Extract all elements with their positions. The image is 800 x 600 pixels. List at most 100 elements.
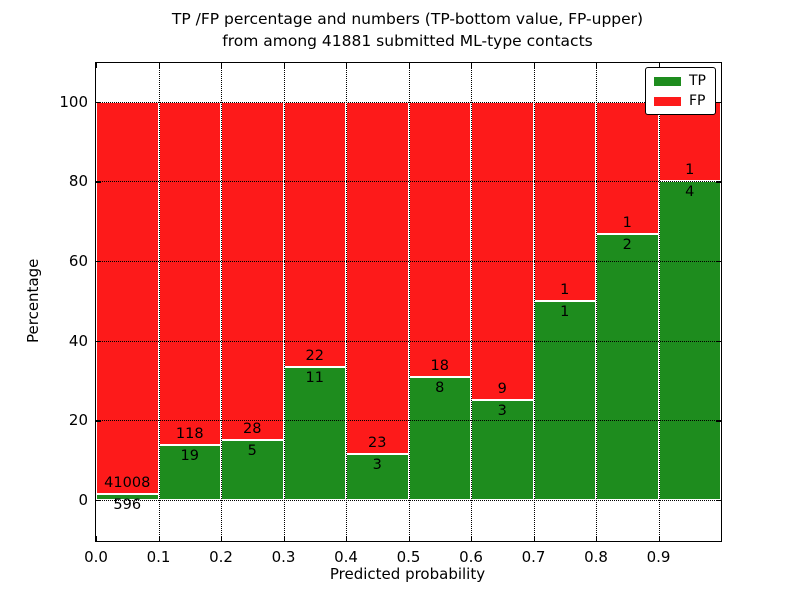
bar-fp-segment <box>408 101 471 378</box>
y-tick-mark <box>96 181 101 183</box>
chart-title-line2: from among 41881 submitted ML-type conta… <box>222 32 593 50</box>
tp-count-label: 8 <box>435 380 445 397</box>
x-tick-label: 0.2 <box>209 548 233 566</box>
y-tick-mark <box>96 260 101 263</box>
x-tick-mark <box>533 63 535 68</box>
x-tick-label: 0.9 <box>646 548 671 566</box>
bar-tp-segment <box>158 444 221 500</box>
y-tick-mark <box>96 420 101 422</box>
bar-tp-segment <box>96 494 159 500</box>
tp-count-label: 1 <box>560 303 570 320</box>
x-gridline <box>346 63 347 541</box>
y-tick-label: 40 <box>68 331 88 350</box>
x-tick-mark <box>533 536 535 541</box>
x-axis-label: Predicted probability <box>329 565 486 583</box>
y-tick-label: 0 <box>78 490 88 509</box>
x-tick-mark <box>346 536 348 541</box>
fp-count-label: 23 <box>368 435 387 452</box>
y-tick-mark <box>716 101 721 103</box>
legend-swatch-fp <box>654 96 681 106</box>
bar-fp-segment <box>596 101 659 235</box>
fp-count-label: 1 <box>560 281 570 298</box>
tp-count-label: 19 <box>180 447 199 464</box>
chart-title: TP /FP percentage and numbers (TP-bottom… <box>95 8 720 52</box>
x-tick-mark <box>283 63 285 68</box>
x-tick-mark <box>596 63 598 68</box>
bar-fp-segment <box>158 101 221 445</box>
x-tick-mark <box>471 536 473 541</box>
bar-tp-segment <box>596 234 659 500</box>
bar-fp-segment <box>96 101 159 495</box>
x-tick-label: 0.8 <box>584 548 608 566</box>
x-tick-label: 0.4 <box>334 548 358 566</box>
x-tick-mark <box>658 536 660 541</box>
x-tick-mark <box>408 536 410 541</box>
x-tick-mark <box>158 536 160 541</box>
x-gridline <box>408 63 410 541</box>
bar-tp-segment <box>408 377 471 500</box>
x-tick-mark <box>408 63 410 68</box>
x-gridline <box>283 63 285 541</box>
fp-count-label: 28 <box>243 420 262 437</box>
x-tick-mark <box>346 63 348 68</box>
bar-tp-segment <box>533 300 596 500</box>
fp-count-label: 1 <box>685 162 695 179</box>
y-tick-label: 20 <box>68 411 88 430</box>
x-tick-mark <box>221 63 223 68</box>
x-tick-label: 0.1 <box>146 548 171 566</box>
fp-count-label: 41008 <box>104 475 151 492</box>
bar-tp-segment <box>346 454 409 500</box>
bar-fp-segment <box>471 101 534 401</box>
y-tick-mark <box>716 340 721 342</box>
tp-count-label: 3 <box>497 403 507 420</box>
x-tick-mark <box>471 63 473 68</box>
x-tick-mark <box>221 536 223 541</box>
x-gridline <box>471 63 472 541</box>
x-gridline <box>658 63 660 541</box>
bar-fp-segment <box>283 101 346 368</box>
tp-count-label: 11 <box>305 370 324 387</box>
bar-fp-segment <box>533 101 596 301</box>
tp-count-label: 3 <box>372 457 382 473</box>
bar-tp-segment <box>283 367 346 500</box>
x-tick-mark <box>96 63 98 68</box>
legend-item-fp: FP <box>654 93 706 109</box>
y-tick-mark <box>716 420 721 422</box>
x-tick-mark <box>283 536 285 541</box>
plot-area: 0.0 0.1 0.2 0.3 0.4 0.5 0.6 0.7 0.8 0.9 0 20 40 60 80 1… <box>59 62 722 566</box>
chart-title-line1: TP /FP percentage and numbers (TP-bottom… <box>171 10 644 28</box>
legend-label-fp: FP <box>689 93 706 109</box>
y-tick-mark <box>716 260 721 263</box>
legend-swatch-tp <box>654 76 681 86</box>
x-gridline <box>596 63 597 541</box>
x-tick-label: 0.0 <box>84 548 108 566</box>
x-tick-label: 0.7 <box>521 548 546 566</box>
bar-fp-segment <box>221 101 284 440</box>
tp-count-label: 596 <box>113 497 142 514</box>
x-gridline <box>221 63 222 541</box>
y-tick-mark <box>716 181 721 183</box>
x-gridline <box>533 63 535 541</box>
tp-count-label: 2 <box>622 237 632 254</box>
tp-count-label: 5 <box>247 442 257 459</box>
fp-count-label: 9 <box>497 381 507 398</box>
fp-count-label: 118 <box>175 425 204 442</box>
legend: TP FP <box>645 67 716 115</box>
x-tick-label: 0.3 <box>271 548 296 566</box>
y-tick-mark <box>716 499 721 502</box>
tp-count-label: 4 <box>685 184 695 201</box>
y-tick-label: 80 <box>68 172 88 191</box>
fp-count-label: 1 <box>622 215 632 232</box>
fp-count-label: 22 <box>305 348 324 365</box>
y-axis-label: Percentage <box>24 258 42 344</box>
x-tick-mark <box>596 536 598 541</box>
y-tick-mark <box>96 101 101 103</box>
x-tick-mark <box>96 536 98 541</box>
y-tick-label: 60 <box>68 251 88 270</box>
legend-label-tp: TP <box>689 73 706 89</box>
y-tick-mark <box>96 499 101 502</box>
bar-fp-segment <box>346 101 409 454</box>
fp-count-label: 18 <box>430 358 449 375</box>
x-tick-mark <box>658 63 660 68</box>
